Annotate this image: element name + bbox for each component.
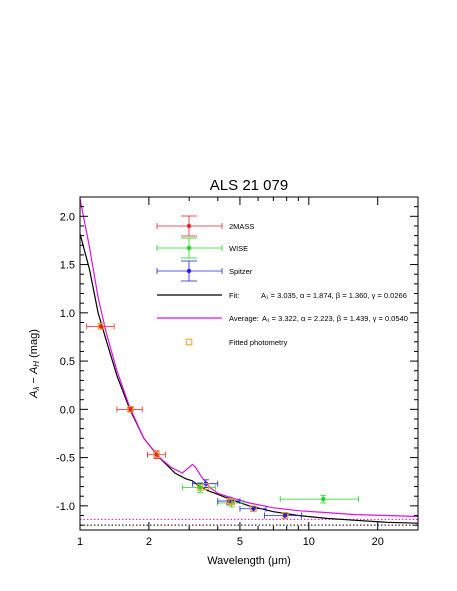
spitzer-point	[251, 506, 256, 511]
legend-spitzer-marker	[186, 268, 192, 274]
legend-average-label: Average:	[229, 314, 259, 323]
y-tick-label: 0.0	[60, 404, 75, 416]
y-label-a-sub: λ	[32, 387, 41, 392]
x-tick-label: 10	[303, 536, 315, 548]
y-tick-label: -0.5	[56, 453, 75, 465]
y-label-unit: (mag)	[28, 329, 40, 361]
plot-frame	[79, 196, 419, 531]
2mass-point	[98, 324, 104, 329]
x-tick-label: 5	[237, 536, 243, 548]
chart-title: ALS 21 079	[210, 177, 288, 194]
y-tick-label: -1.0	[56, 501, 75, 513]
wise-point	[385, 537, 389, 541]
y-tick-label: 1.0	[60, 308, 75, 320]
legend-2mass-label: 2MASS	[229, 222, 254, 231]
y-label-minus: −	[28, 374, 40, 387]
x-axis-label: Wavelength (μm)	[207, 555, 291, 567]
fit-curve	[80, 233, 418, 524]
legend-fit-label: Fit:	[229, 291, 239, 300]
fitted-photometry-marker	[228, 498, 235, 506]
legend-fitted-photometry-label: Fitted photometry	[229, 338, 288, 347]
legend-2mass-marker	[186, 223, 192, 229]
y-label-b: A	[28, 367, 40, 375]
fitted-photometry-marker	[202, 483, 210, 490]
fitted-photometry-marker	[97, 323, 105, 330]
legend-spitzer-label: Spitzer	[229, 267, 253, 276]
y-tick-label: 1.5	[60, 260, 75, 272]
2mass-point	[128, 407, 133, 412]
2mass-point	[154, 452, 159, 457]
legend-wise-label: WISE	[229, 244, 248, 253]
y-tick-label: 2.0	[60, 211, 75, 223]
fitted-photometry-marker	[127, 406, 134, 413]
y-axis-label: Aλ − AH (mag)	[28, 329, 41, 399]
fitted-photometry-marker	[281, 512, 289, 519]
y-tick-label: 0.5	[60, 356, 75, 368]
wise-point	[197, 485, 203, 490]
legend-wise-marker	[186, 245, 192, 251]
x-tick-label: 2	[146, 536, 152, 548]
fitted-photometry-marker	[250, 505, 257, 513]
legend-fit-params: A₁ = 3.035, α = 1.874, β = 1.360, γ = 0.…	[261, 291, 407, 300]
wise-point	[321, 496, 326, 502]
y-label-b-sub: H	[32, 361, 41, 367]
fitted-photometry-marker	[153, 451, 160, 459]
legend-average-params: A₁ = 3.322, α = 2.223, β = 1.439, γ = 0.…	[262, 314, 408, 323]
average-curve	[80, 198, 418, 518]
y-label-a: A	[28, 391, 40, 399]
legend-fitted-photometry-marker	[185, 338, 193, 346]
spitzer-point	[282, 513, 288, 518]
x-tick-label: 1	[77, 536, 83, 548]
x-tick-label: 20	[372, 536, 384, 548]
